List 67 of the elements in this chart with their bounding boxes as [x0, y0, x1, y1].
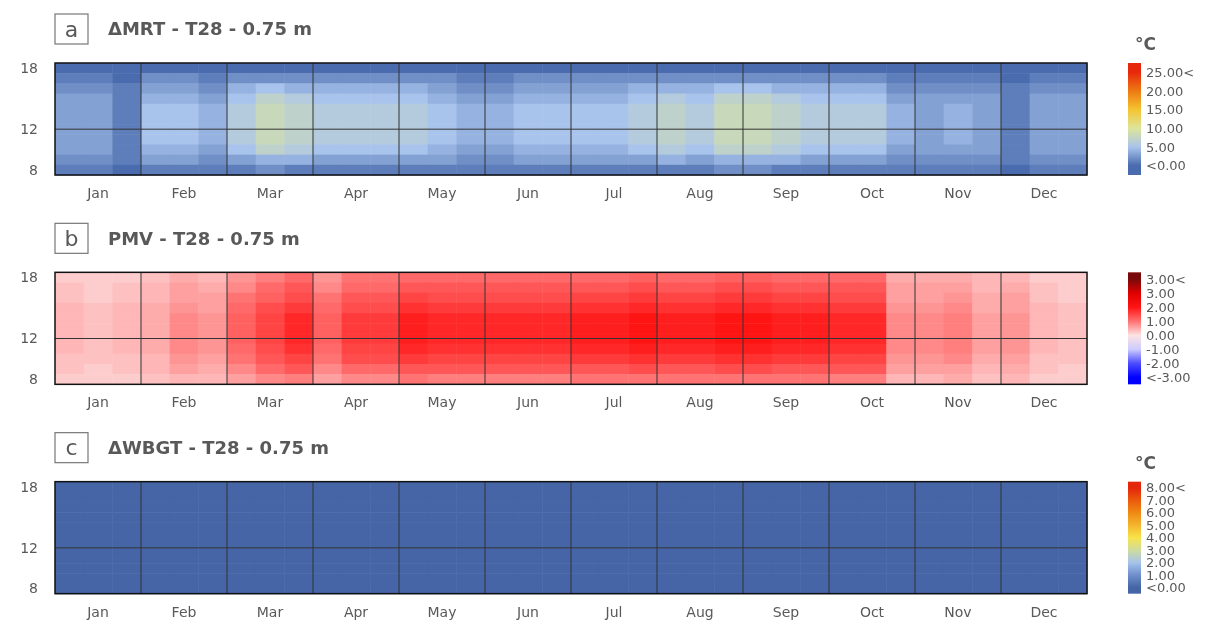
- y-tick-label: 8: [29, 161, 38, 178]
- x-tick-label: Nov: [944, 603, 972, 620]
- x-tick-label: Apr: [343, 185, 369, 201]
- y-tick-label: 8: [29, 371, 38, 388]
- x-tick-label: Jul: [604, 603, 623, 620]
- x-tick-label: Dec: [1030, 185, 1058, 201]
- color-bar-label: 5.00: [1146, 139, 1175, 155]
- y-tick-label: 8: [29, 580, 38, 597]
- y-tick-label: 18: [20, 478, 38, 495]
- color-bar-label: 15.00: [1146, 102, 1184, 118]
- x-tick-label: Oct: [859, 185, 885, 201]
- x-tick-label: Oct: [859, 394, 885, 411]
- color-bar-label: <-3.00: [1146, 369, 1191, 385]
- x-tick-label: Feb: [171, 185, 197, 201]
- x-tick-label: Jun: [516, 394, 539, 411]
- color-bar-label: 3.00<: [1146, 271, 1186, 287]
- x-tick-label: Aug: [686, 185, 714, 201]
- y-tick-label: 12: [20, 539, 38, 556]
- x-tick-label: Jun: [516, 603, 539, 620]
- color-bar-label: 2.00: [1146, 299, 1175, 315]
- x-tick-label: Jan: [86, 185, 109, 201]
- color-bar-label: <0.00: [1146, 158, 1186, 174]
- x-tick-label: Sep: [772, 394, 800, 411]
- x-tick-label: May: [427, 394, 457, 411]
- chart-title: PMV - T28 - 0.75 m: [108, 227, 300, 249]
- color-bar-label: 25.00<: [1146, 64, 1195, 80]
- x-tick-label: Aug: [686, 603, 714, 620]
- x-tick-label: Nov: [944, 394, 972, 411]
- x-tick-label: Jan: [86, 394, 109, 411]
- x-tick-label: Dec: [1030, 394, 1058, 411]
- color-bar-label: -2.00: [1146, 355, 1180, 371]
- color-bar-label: -1.00: [1146, 341, 1180, 357]
- x-tick-label: Jan: [86, 603, 109, 620]
- x-tick-label: Aug: [686, 394, 714, 411]
- color-bar-label: 20.00: [1146, 83, 1184, 99]
- y-tick-label: 18: [20, 59, 38, 76]
- text: c: [65, 435, 78, 461]
- x-tick-label: Dec: [1030, 603, 1058, 620]
- color-bar-label: 1.00: [1146, 313, 1175, 329]
- x-tick-label: Sep: [772, 185, 800, 201]
- text: a: [64, 16, 79, 42]
- x-tick-label: Jul: [604, 394, 623, 411]
- x-tick-label: May: [427, 185, 457, 201]
- color-bar-label: 10.00: [1146, 120, 1184, 136]
- x-tick-label: Oct: [859, 603, 885, 620]
- x-tick-label: Mar: [256, 394, 284, 411]
- x-tick-label: May: [427, 603, 457, 620]
- color-bar-label: 3.00: [1146, 285, 1175, 301]
- color-bar-title: °C: [1135, 452, 1156, 473]
- x-tick-label: Apr: [343, 603, 369, 620]
- y-tick-label: 18: [20, 269, 38, 286]
- color-bar-title: °C: [1135, 34, 1156, 54]
- x-tick-label: Mar: [256, 185, 284, 201]
- y-tick-label: 12: [20, 330, 38, 347]
- color-bar-label: 0.00: [1146, 327, 1175, 343]
- x-tick-label: Sep: [772, 603, 800, 620]
- x-tick-label: Mar: [256, 603, 284, 620]
- x-tick-label: Jun: [516, 185, 539, 201]
- x-tick-label: Nov: [944, 185, 972, 201]
- chart-title: ΔWBGT - T28 - 0.75 m: [108, 436, 330, 458]
- x-tick-label: Feb: [171, 603, 197, 620]
- x-tick-label: Apr: [343, 394, 369, 411]
- y-tick-label: 12: [20, 121, 38, 138]
- text: b: [64, 226, 79, 252]
- chart-title: ΔMRT - T28 - 0.75 m: [108, 18, 312, 40]
- x-tick-label: Feb: [171, 394, 197, 411]
- x-tick-label: Jul: [604, 185, 623, 201]
